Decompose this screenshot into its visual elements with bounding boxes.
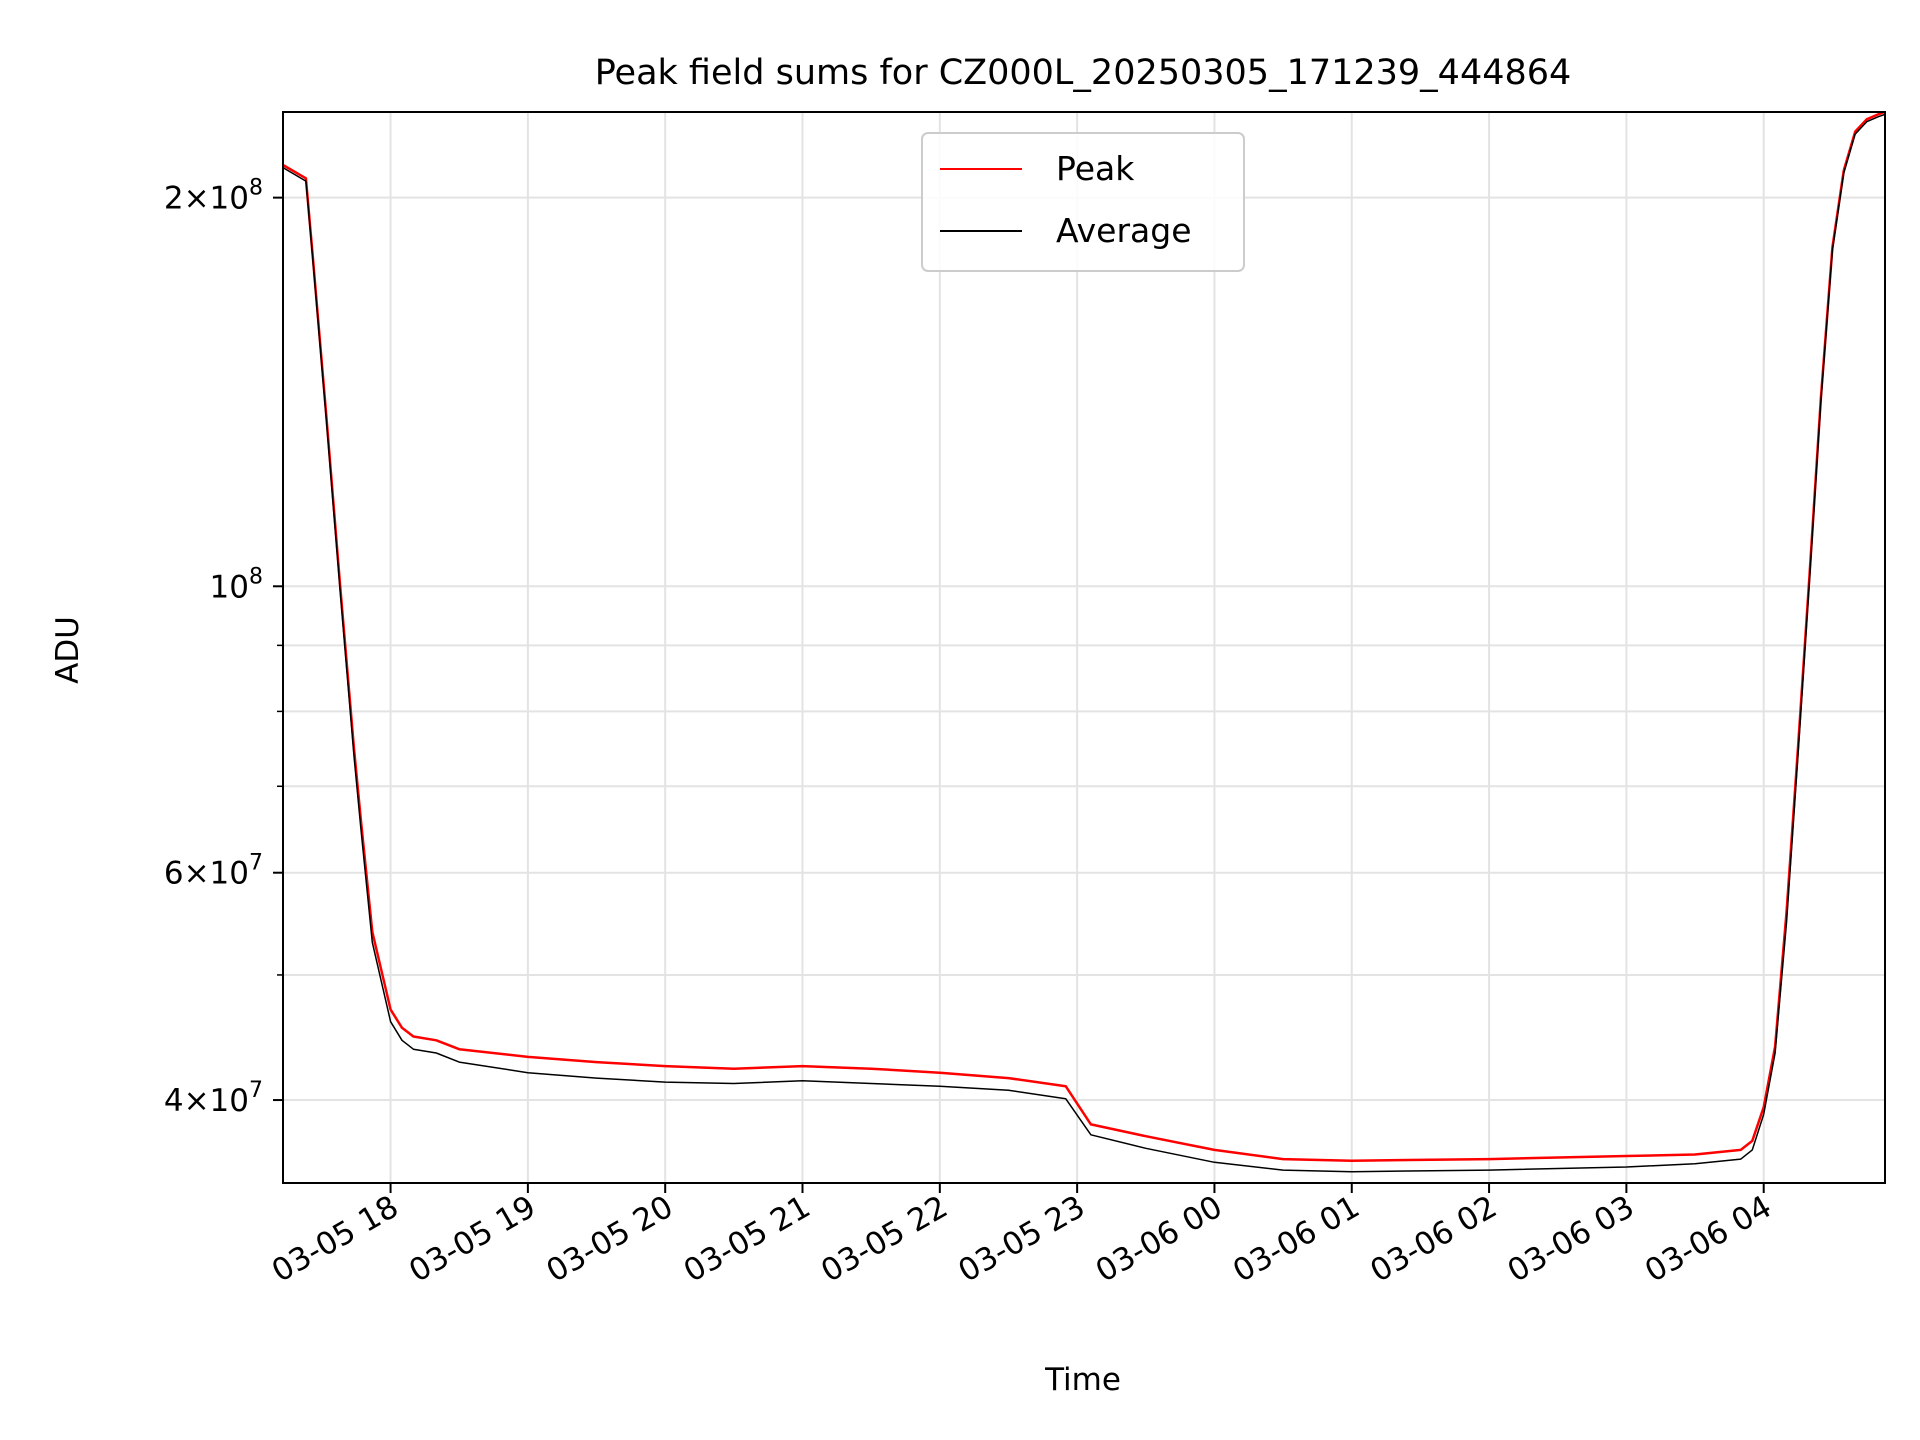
plot-frame [282, 111, 1886, 1184]
y-tick-exponent: 8 [249, 176, 263, 201]
y-axis-label: ADU [50, 616, 86, 684]
legend-label: Peak [1056, 149, 1135, 188]
legend-box [921, 132, 1245, 272]
x-axis-label: Time [1044, 1362, 1121, 1398]
legend-label: Average [1056, 211, 1192, 250]
y-tick-label: 4×107 [164, 1078, 263, 1119]
y-tick-exponent: 8 [249, 564, 263, 589]
y-tick-exponent: 7 [249, 1078, 263, 1103]
legend: Peak Average [921, 132, 1245, 272]
y-tick-label: 2×108 [164, 176, 263, 217]
series-layer [282, 110, 1886, 1173]
y-tick-label: 6×107 [164, 851, 263, 892]
series-line-average [282, 113, 1886, 1173]
chart-title: Peak field sums for CZ000L_20250305_1712… [595, 53, 1572, 93]
y-tick-exponent: 7 [249, 851, 263, 876]
